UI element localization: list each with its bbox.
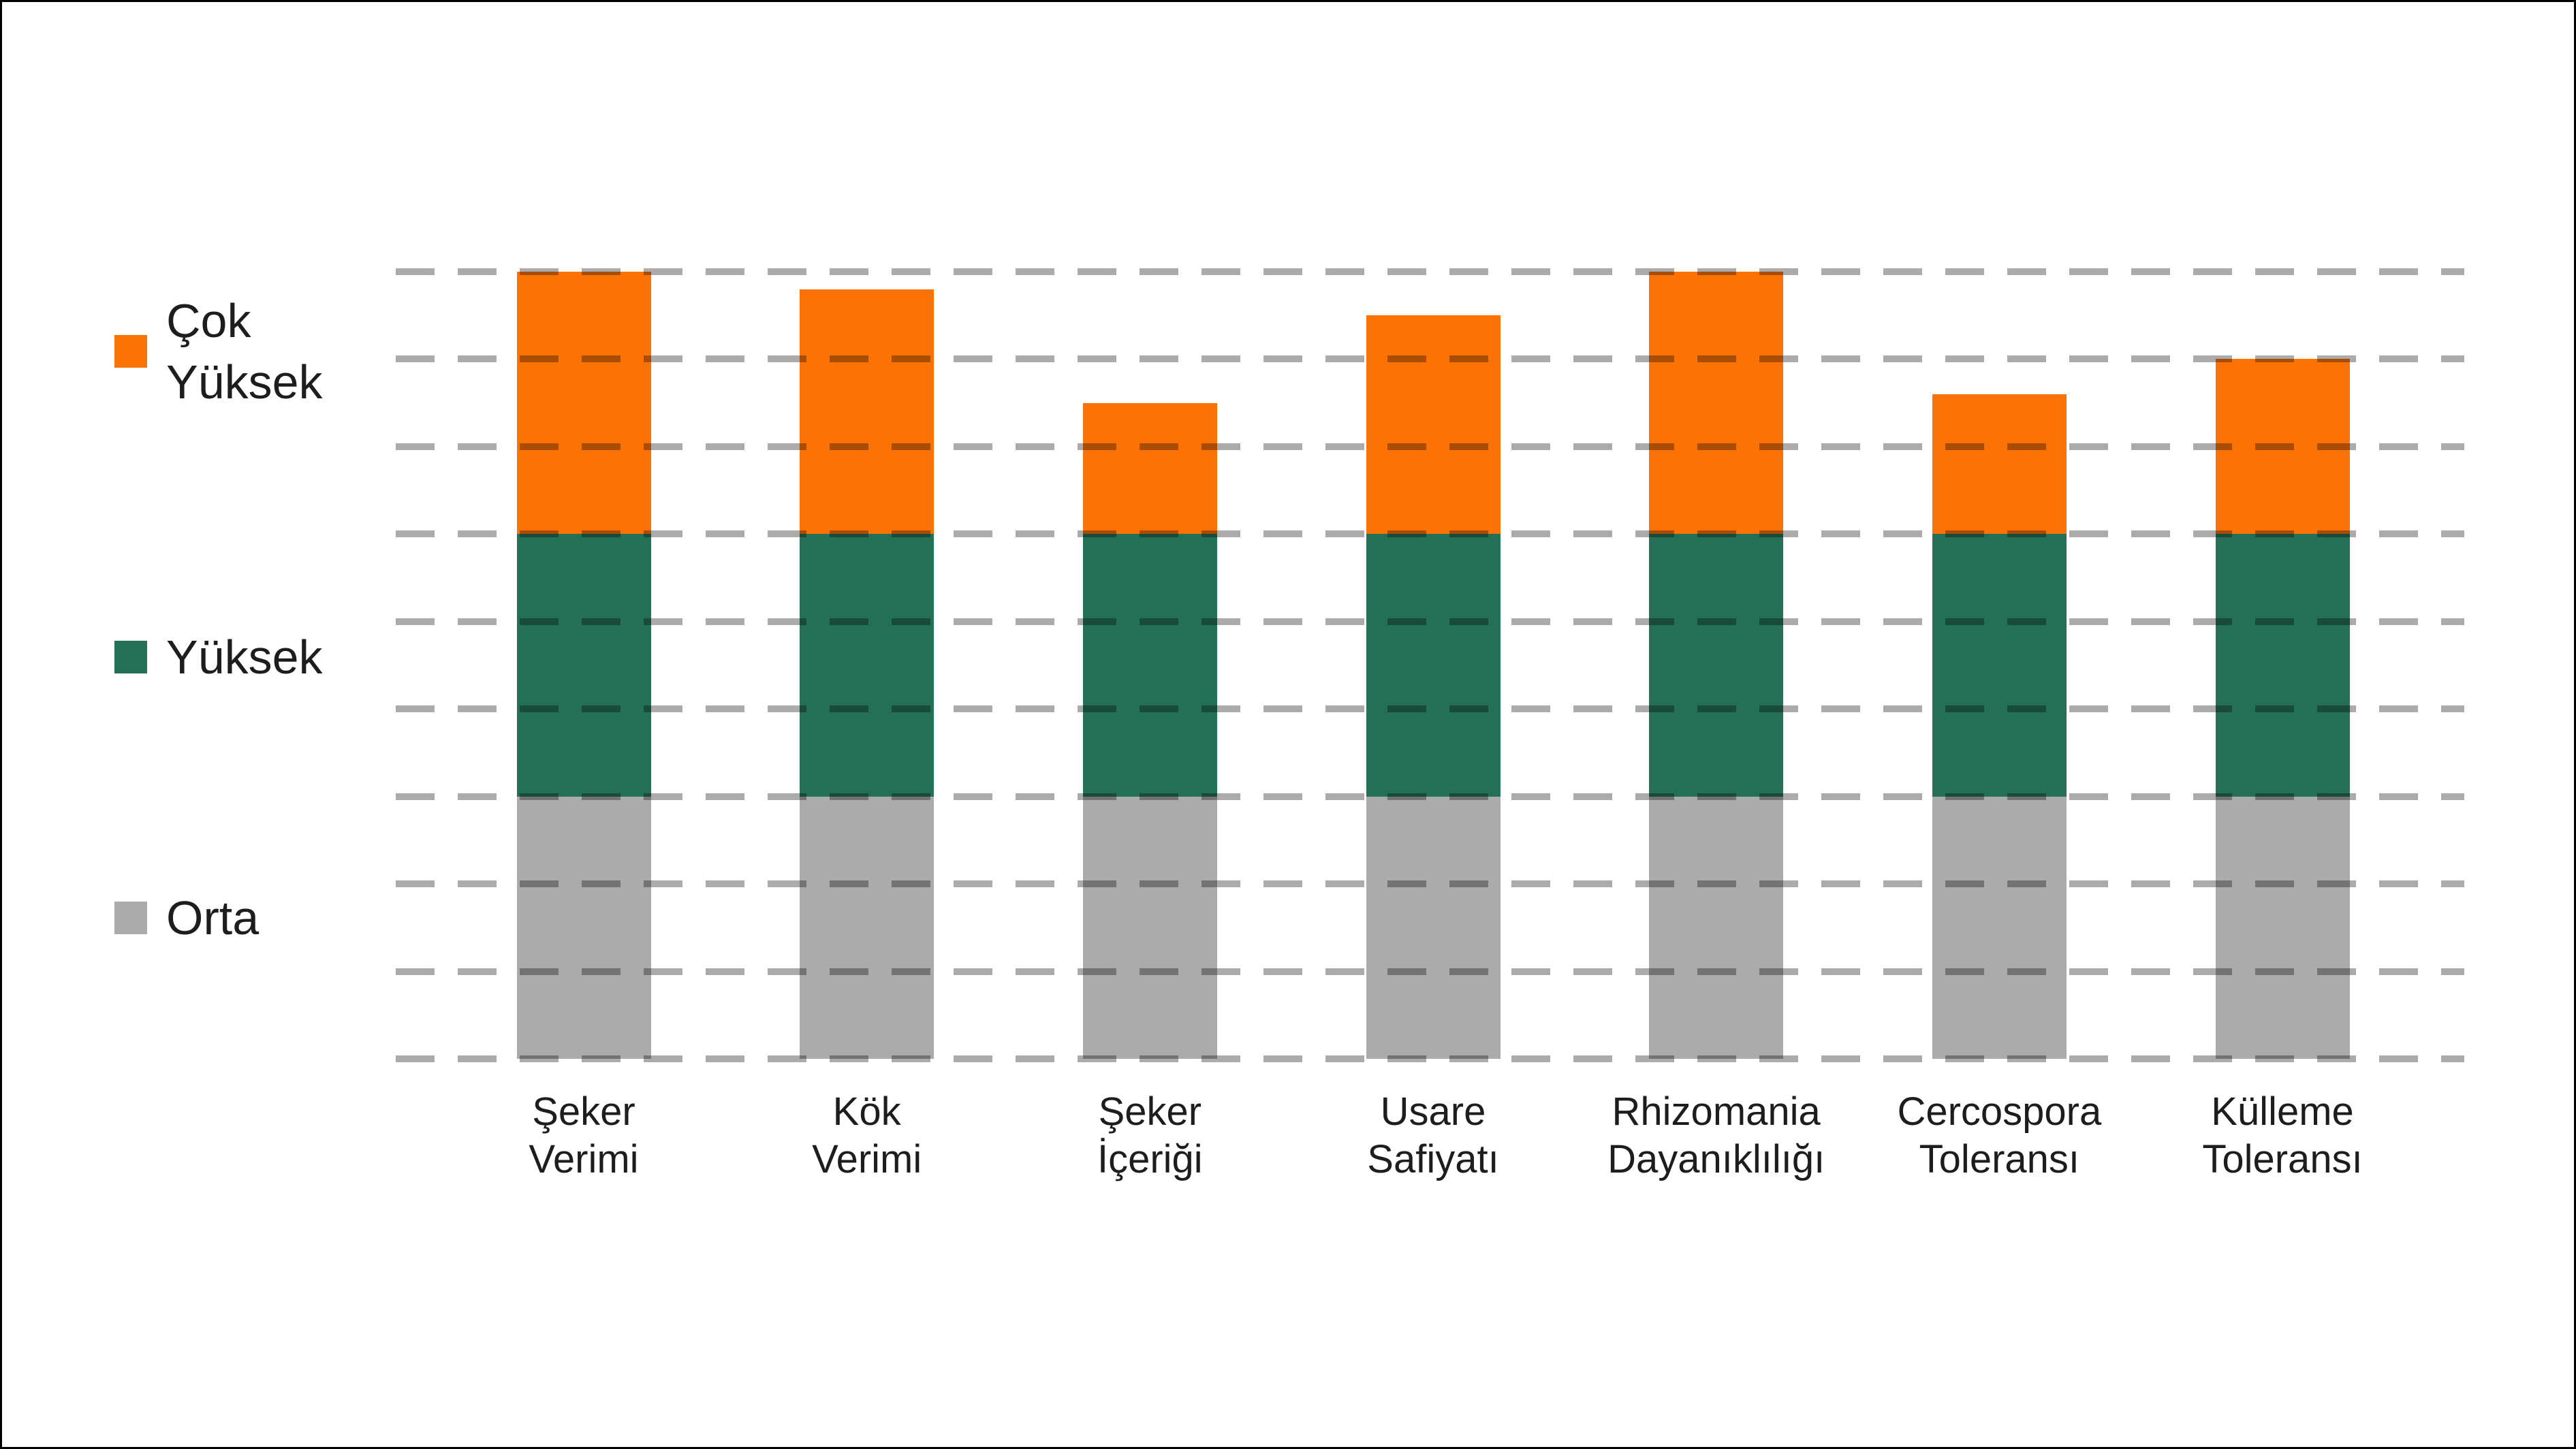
bar-5 [1649, 272, 1784, 1059]
legend-item-orta: Orta [114, 887, 259, 949]
legend-swatch-orta [114, 902, 147, 934]
x-label-line: Şeker [532, 1089, 635, 1134]
bar-4-segment-cok-yuksek [1366, 315, 1501, 535]
bar-3 [1082, 272, 1217, 1059]
bar-3-segment-cok-yuksek [1082, 402, 1217, 535]
bar-4 [1366, 272, 1501, 1059]
x-label-line: Usare [1380, 1089, 1486, 1134]
bar-5-segment-yuksek [1649, 534, 1784, 797]
x-label-3: Şeker İçeriği [1097, 1088, 1203, 1183]
x-label-2: Kök Verimi [812, 1088, 922, 1183]
x-label-line: Verimi [812, 1137, 922, 1181]
x-label-line: Dayanıklılığı [1607, 1137, 1825, 1181]
legend-label-cok-yuksek: Çok Yüksek [166, 290, 323, 413]
gridline [396, 530, 2464, 538]
x-label-4: Usare Safiyatı [1367, 1088, 1498, 1183]
bar-6 [1932, 272, 2067, 1059]
legend-swatch-yuksek [114, 641, 147, 673]
bar-6-segment-yuksek [1932, 534, 2067, 797]
bar-5-segment-orta [1649, 796, 1784, 1059]
gridline [396, 268, 2464, 275]
bar-1-segment-cok-yuksek [516, 272, 651, 535]
x-label-line: Kök [832, 1089, 901, 1134]
bar-1-segment-yuksek [516, 534, 651, 797]
gridline [396, 1055, 2464, 1062]
bar-6-segment-cok-yuksek [1932, 394, 2067, 535]
x-label-line: Verimi [529, 1137, 639, 1181]
gridline [396, 968, 2464, 975]
legend-label-line: Yüksek [166, 355, 323, 409]
x-label-6: Cercospora Toleransı [1897, 1088, 2101, 1183]
bar-3-segment-yuksek [1082, 534, 1217, 797]
x-label-line: Toleransı [1919, 1137, 2080, 1181]
legend-item-cok-yuksek: Çok Yüksek [114, 290, 323, 413]
gridline [396, 880, 2464, 888]
bar-7 [2215, 272, 2350, 1059]
gridline [396, 705, 2464, 713]
bar-2 [800, 272, 934, 1059]
gridline [396, 618, 2464, 625]
legend-item-yuksek: Yüksek [114, 626, 323, 688]
plot-area [396, 268, 2464, 1062]
x-label-line: Külleme [2211, 1089, 2354, 1134]
x-label-line: İçeriği [1097, 1137, 1203, 1181]
legend-label-yuksek: Yüksek [166, 626, 323, 688]
bar-7-segment-yuksek [2215, 534, 2350, 797]
bar-2-segment-yuksek [800, 534, 934, 797]
gridline [396, 443, 2464, 450]
bar-4-segment-orta [1366, 796, 1501, 1059]
bar-5-segment-cok-yuksek [1649, 272, 1784, 535]
bar-2-segment-cok-yuksek [800, 289, 934, 535]
legend-label-line: Orta [166, 891, 260, 944]
gridline [396, 355, 2464, 363]
x-label-5: Rhizomania Dayanıklılığı [1607, 1088, 1825, 1183]
x-label-line: Safiyatı [1367, 1137, 1499, 1181]
legend-label-line: Çok [166, 294, 251, 347]
bar-4-segment-yuksek [1366, 534, 1501, 797]
x-label-line: Cercospora [1897, 1089, 2102, 1134]
bar-3-segment-orta [1082, 796, 1217, 1059]
bar-1 [516, 272, 651, 1059]
x-label-line: Rhizomania [1612, 1089, 1821, 1134]
bar-1-segment-orta [516, 796, 651, 1059]
legend-label-orta: Orta [166, 887, 259, 949]
bar-7-segment-cok-yuksek [2215, 359, 2350, 535]
x-label-line: Toleransı [2202, 1137, 2363, 1181]
bar-7-segment-orta [2215, 796, 2350, 1059]
bar-6-segment-orta [1932, 796, 2067, 1059]
x-label-line: Şeker [1098, 1089, 1202, 1134]
legend-label-line: Yüksek [166, 631, 323, 684]
legend-swatch-cok-yuksek [114, 335, 147, 368]
bar-2-segment-orta [800, 796, 934, 1059]
gridline [396, 793, 2464, 800]
x-label-1: Şeker Verimi [529, 1088, 638, 1183]
x-label-7: Külleme Toleransı [2202, 1088, 2362, 1183]
